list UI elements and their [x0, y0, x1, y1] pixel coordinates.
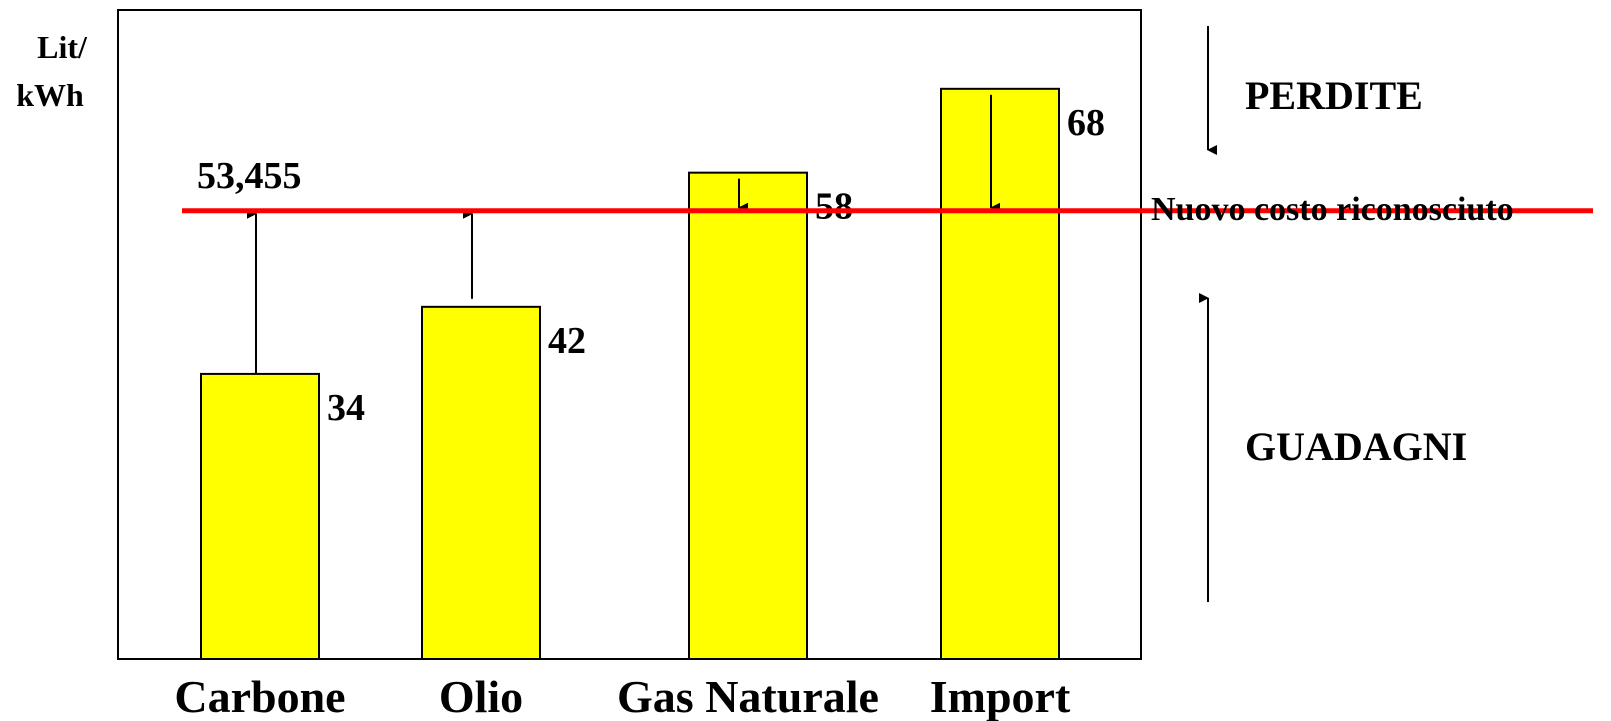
arrows-group — [247, 94, 1000, 374]
bar-import — [940, 87, 1060, 661]
x-tick-label: Import — [930, 671, 1071, 721]
bar-value-label: 42 — [548, 320, 586, 362]
x-tick-label: Carbone — [174, 671, 345, 721]
bar-value-label: 68 — [1067, 102, 1105, 144]
x-tick-label: Gas Naturale — [617, 671, 879, 721]
x-tick-label: Olio — [439, 671, 523, 721]
y-axis-label-line2: kWh — [16, 77, 84, 113]
bar-value-label: 58 — [815, 186, 853, 228]
losses-label: PERDITE — [1245, 73, 1423, 118]
plot-frame — [117, 9, 1142, 660]
bar-carbone — [200, 372, 320, 660]
bar-value-label: 34 — [327, 387, 365, 429]
gains-label: GUADAGNI — [1245, 424, 1467, 469]
bar-gas-naturale — [688, 171, 808, 660]
bar-olio — [421, 305, 541, 660]
bars-group: 34 Carbone 42 Olio 58 Gas Naturale 68 Import — [174, 87, 1105, 721]
reference-value-label: 53,455 — [197, 155, 302, 197]
y-axis-label-line1: Lit/ — [37, 29, 88, 65]
reference-line-label: Nuovo costo riconosciuto — [1151, 191, 1514, 228]
